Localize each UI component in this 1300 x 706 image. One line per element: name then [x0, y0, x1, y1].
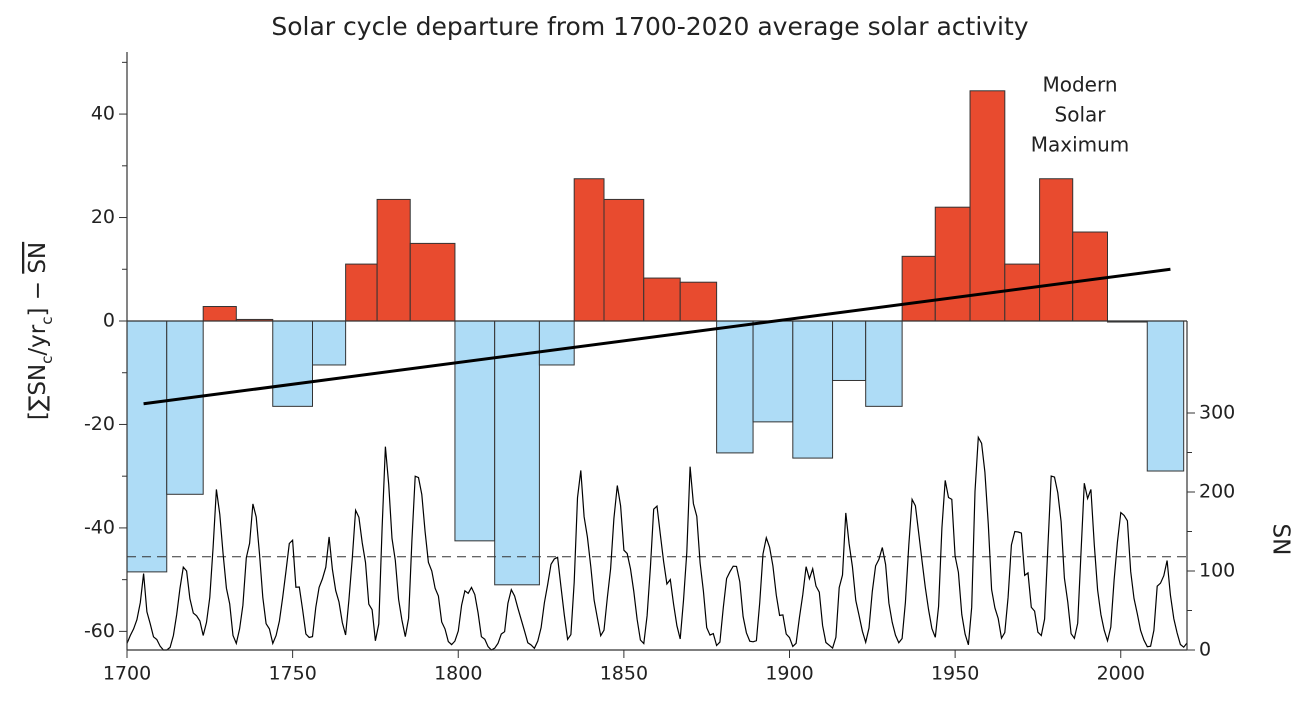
bar — [1039, 178, 1074, 322]
annotation: Modern — [1042, 73, 1117, 97]
y2-tick-label: 100 — [1199, 560, 1235, 582]
y-tick-label: -60 — [84, 620, 115, 642]
y-tick-label: -20 — [84, 413, 115, 435]
bar — [643, 277, 681, 322]
bar — [376, 198, 411, 322]
bar — [603, 198, 645, 322]
bar — [454, 320, 496, 542]
bar — [494, 320, 540, 586]
chart-title: Solar cycle departure from 1700-2020 ave… — [271, 12, 1028, 41]
bar — [409, 242, 456, 322]
x-tick-label: 1950 — [931, 663, 979, 685]
x-tick-label: 1750 — [268, 663, 316, 685]
y-tick-label: 40 — [91, 103, 115, 125]
y2-tick-label: 300 — [1199, 402, 1235, 424]
bar — [312, 320, 347, 366]
y-tick-label: 20 — [91, 206, 115, 228]
x-tick-label: 1900 — [765, 663, 813, 685]
y-axis-label: [∑SNc/yrc] − SN — [25, 242, 56, 420]
y-label-part: ] − — [25, 274, 51, 317]
bar — [1146, 320, 1185, 472]
y-label-part: [∑SN — [25, 364, 51, 420]
y-tick-label: 0 — [103, 309, 115, 331]
bar — [679, 281, 718, 322]
annotation: Maximum — [1031, 133, 1130, 157]
bar — [345, 263, 378, 322]
x-tick-label: 1700 — [103, 663, 151, 685]
bar — [202, 306, 237, 322]
bar — [934, 206, 971, 322]
x-tick-label: 2000 — [1097, 663, 1145, 685]
bar — [538, 320, 575, 366]
y-label-part: /yr — [25, 324, 51, 355]
x-tick-label: 1800 — [434, 663, 482, 685]
y2-axis-label: SN — [1268, 523, 1294, 555]
bar — [1004, 263, 1041, 322]
bar — [865, 320, 903, 407]
y-label-subscript: c — [38, 317, 56, 325]
y-label-part: SN — [25, 242, 51, 274]
y-label-subscript: c — [38, 356, 56, 364]
bar — [969, 90, 1006, 322]
bar — [901, 255, 936, 322]
y-tick-label: -40 — [84, 516, 115, 538]
bar — [1072, 231, 1108, 322]
bar — [716, 320, 754, 454]
annotation: Solar — [1055, 103, 1107, 127]
bar — [126, 320, 168, 573]
bar — [166, 320, 204, 495]
y2-tick-label: 0 — [1199, 639, 1211, 661]
bar — [752, 320, 794, 423]
y2-tick-label: 200 — [1199, 481, 1235, 503]
trend-line — [143, 267, 1171, 406]
x-tick-label: 1850 — [600, 663, 648, 685]
bar — [832, 320, 867, 381]
bar — [272, 320, 313, 407]
bar — [573, 178, 605, 322]
sunspot-line — [126, 435, 1188, 651]
bar — [792, 320, 834, 459]
